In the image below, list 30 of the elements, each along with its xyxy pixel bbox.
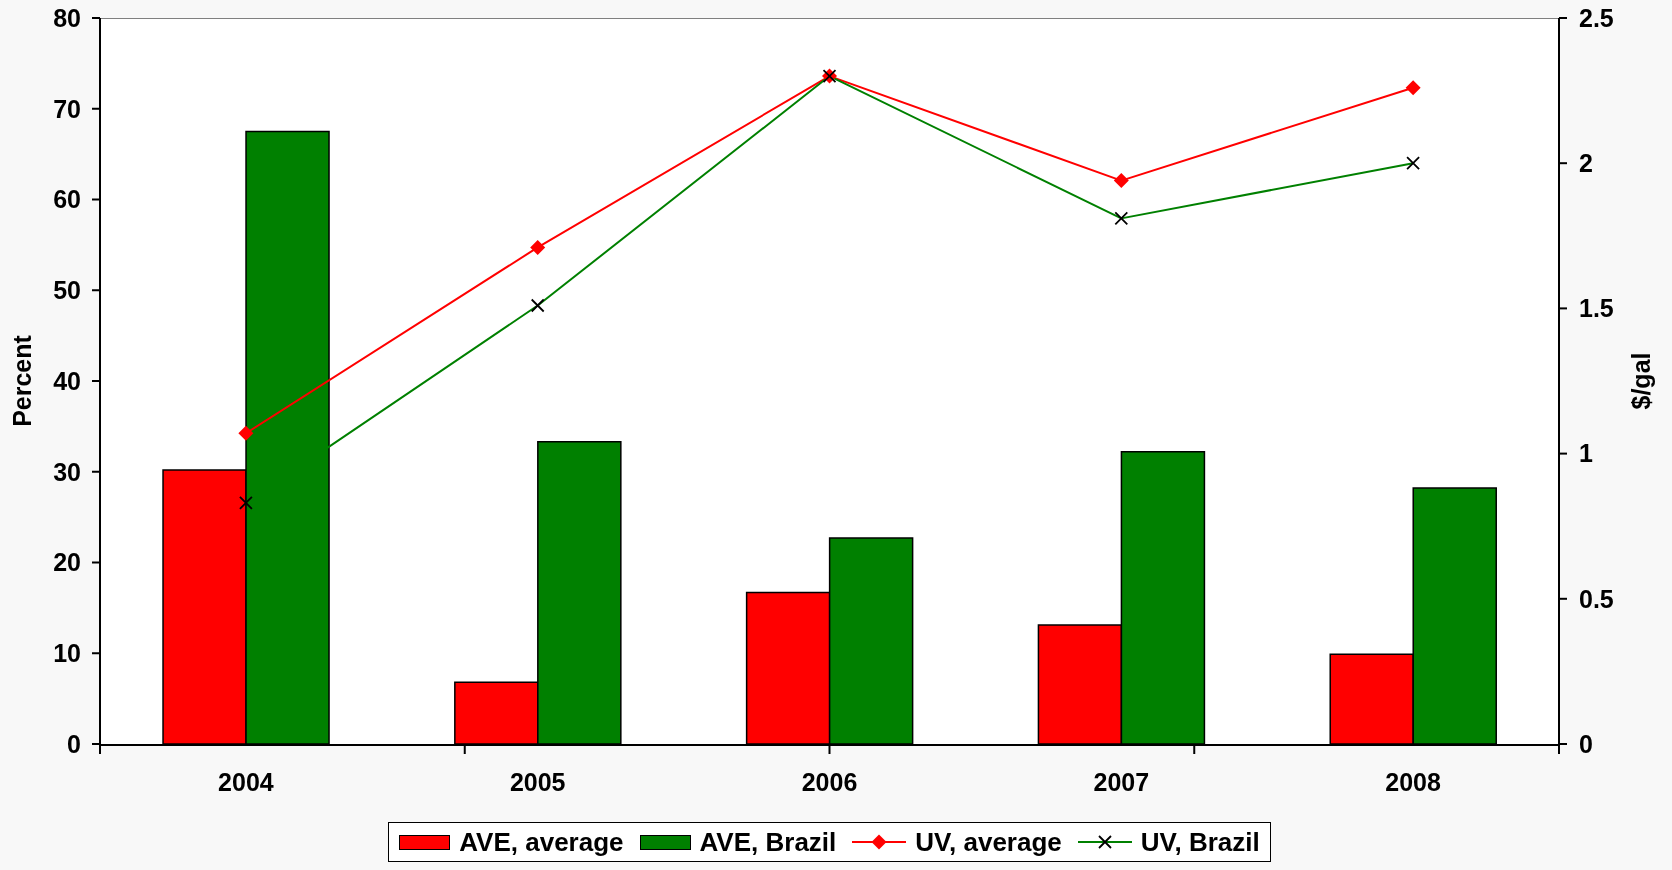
y2-tick-label: 1 [1579, 439, 1593, 468]
y-tick-label: 40 [53, 366, 81, 395]
y2-tick-label: 1.5 [1579, 294, 1614, 323]
y-tick-label: 30 [53, 457, 81, 486]
y2-axis-title: $/gal [1627, 352, 1655, 410]
x-tick-label: 2006 [801, 768, 858, 796]
x-tick-label: 2004 [218, 768, 274, 796]
point [1113, 173, 1129, 189]
point [238, 425, 254, 441]
y-tick-label: 50 [53, 276, 81, 305]
y2-tick-label: 2 [1579, 149, 1593, 178]
point [1405, 80, 1421, 96]
x-tick-label: 2005 [509, 768, 566, 796]
y-tick-label: 10 [53, 639, 81, 668]
y2-tick-label: 0 [1579, 729, 1593, 758]
y2-tick-label: 0.5 [1579, 584, 1614, 613]
legend-label: UV, Brazil [1140, 827, 1260, 857]
y-tick-label: 0 [67, 729, 81, 758]
legend-label: UV, average [915, 827, 1062, 857]
x-tick-label: 2007 [1093, 768, 1150, 796]
y-tick-label: 80 [53, 3, 81, 32]
point [530, 239, 546, 255]
y-axis-title: Percent [8, 334, 36, 427]
y-tick-label: 20 [53, 548, 81, 577]
y-tick-label: 70 [53, 94, 81, 123]
legend-label: AVE, average [459, 827, 624, 857]
legend-label: AVE, Brazil [699, 827, 837, 857]
x-tick-label: 2008 [1385, 768, 1441, 796]
y2-tick-label: 2.5 [1579, 3, 1614, 32]
y-tick-label: 60 [53, 185, 81, 214]
